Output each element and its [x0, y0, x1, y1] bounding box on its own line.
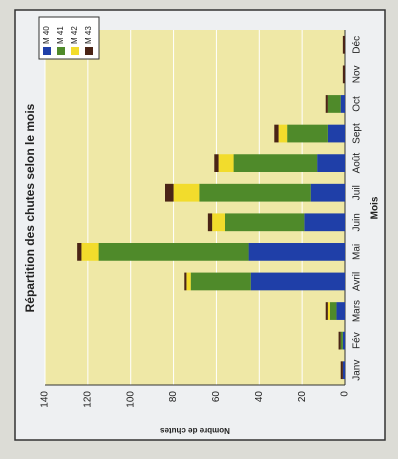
chart: Répartition des chutes selon le mois Moi… [14, 9, 386, 441]
bar-segment [287, 124, 328, 143]
x-tick-label: Fév [352, 332, 363, 349]
legend-label: M 41 [56, 26, 65, 44]
bar-segment [304, 213, 345, 232]
x-axis-title: Mois [370, 196, 381, 219]
bar-segment [340, 95, 346, 113]
bar-segment [98, 243, 249, 261]
bar-segment [340, 361, 343, 380]
legend-box [38, 16, 100, 60]
bar-segment [165, 183, 174, 202]
y-tick-label: 20 [297, 391, 308, 403]
y-axis-title: Nombre de chutes [160, 426, 230, 435]
chart-title: Répartition des chutes selon le mois [23, 103, 37, 312]
bar-segment [342, 35, 346, 54]
bar-segment [248, 243, 345, 261]
bar-segment [327, 95, 341, 113]
bar-segment [342, 65, 346, 84]
bar-segment [173, 183, 200, 202]
y-tick-label: 120 [82, 391, 93, 408]
y-tick-label: 40 [254, 391, 265, 403]
bar-segment [233, 154, 318, 172]
bar-segment [325, 302, 328, 320]
legend-label: M 43 [84, 26, 93, 44]
legend-swatch [57, 47, 65, 55]
bar-segment [327, 302, 331, 320]
x-tick-label: Mars [352, 300, 363, 322]
bar-segment [325, 95, 328, 113]
bar-segment [218, 154, 234, 172]
bar-segment [278, 124, 288, 143]
x-tick-label: Sept [352, 123, 363, 144]
x-tick-label: Déc [352, 36, 363, 54]
x-tick-label: Août [352, 153, 363, 174]
legend-label: M 42 [70, 26, 79, 44]
legend-swatch [71, 47, 79, 55]
bar-segment [342, 361, 346, 380]
bar-segment [184, 272, 187, 291]
bar-segment [77, 243, 82, 261]
bar-segment [225, 213, 305, 232]
x-tick-label: Mai [352, 244, 363, 260]
x-tick-label: Juin [352, 213, 363, 231]
legend-swatch [85, 47, 93, 55]
bar-segment [317, 154, 345, 172]
plot-area [45, 30, 345, 385]
y-tick-label: 80 [168, 391, 179, 403]
bar-segment [336, 302, 345, 320]
bar-segment [186, 272, 191, 291]
bar-segment [214, 154, 219, 172]
y-tick-label: 140 [40, 391, 51, 408]
legend-swatch [43, 47, 51, 55]
bar-segment [207, 213, 213, 232]
x-tick-label: Avril [352, 272, 363, 291]
bar-segment [342, 331, 346, 350]
bar-segment [327, 124, 346, 143]
x-tick-label: Nov [352, 65, 363, 83]
bar-segment [330, 302, 337, 320]
bar-segment [338, 331, 341, 350]
y-tick-label: 0 [340, 391, 351, 397]
bar-segment [250, 272, 345, 291]
y-tick-label: 60 [211, 391, 222, 403]
legend-label: M 40 [42, 26, 51, 44]
x-tick-label: Juil [352, 185, 363, 200]
bar-segment [212, 213, 225, 232]
bar-segment [274, 124, 279, 143]
bar-segment [310, 183, 346, 202]
y-tick-label: 100 [125, 391, 136, 408]
bar-segment [199, 183, 311, 202]
x-tick-label: Janv [352, 360, 363, 381]
bar-segment [81, 243, 99, 261]
x-tick-label: Oct [352, 96, 363, 112]
bar-segment [190, 272, 251, 291]
bar-segment [340, 331, 343, 350]
